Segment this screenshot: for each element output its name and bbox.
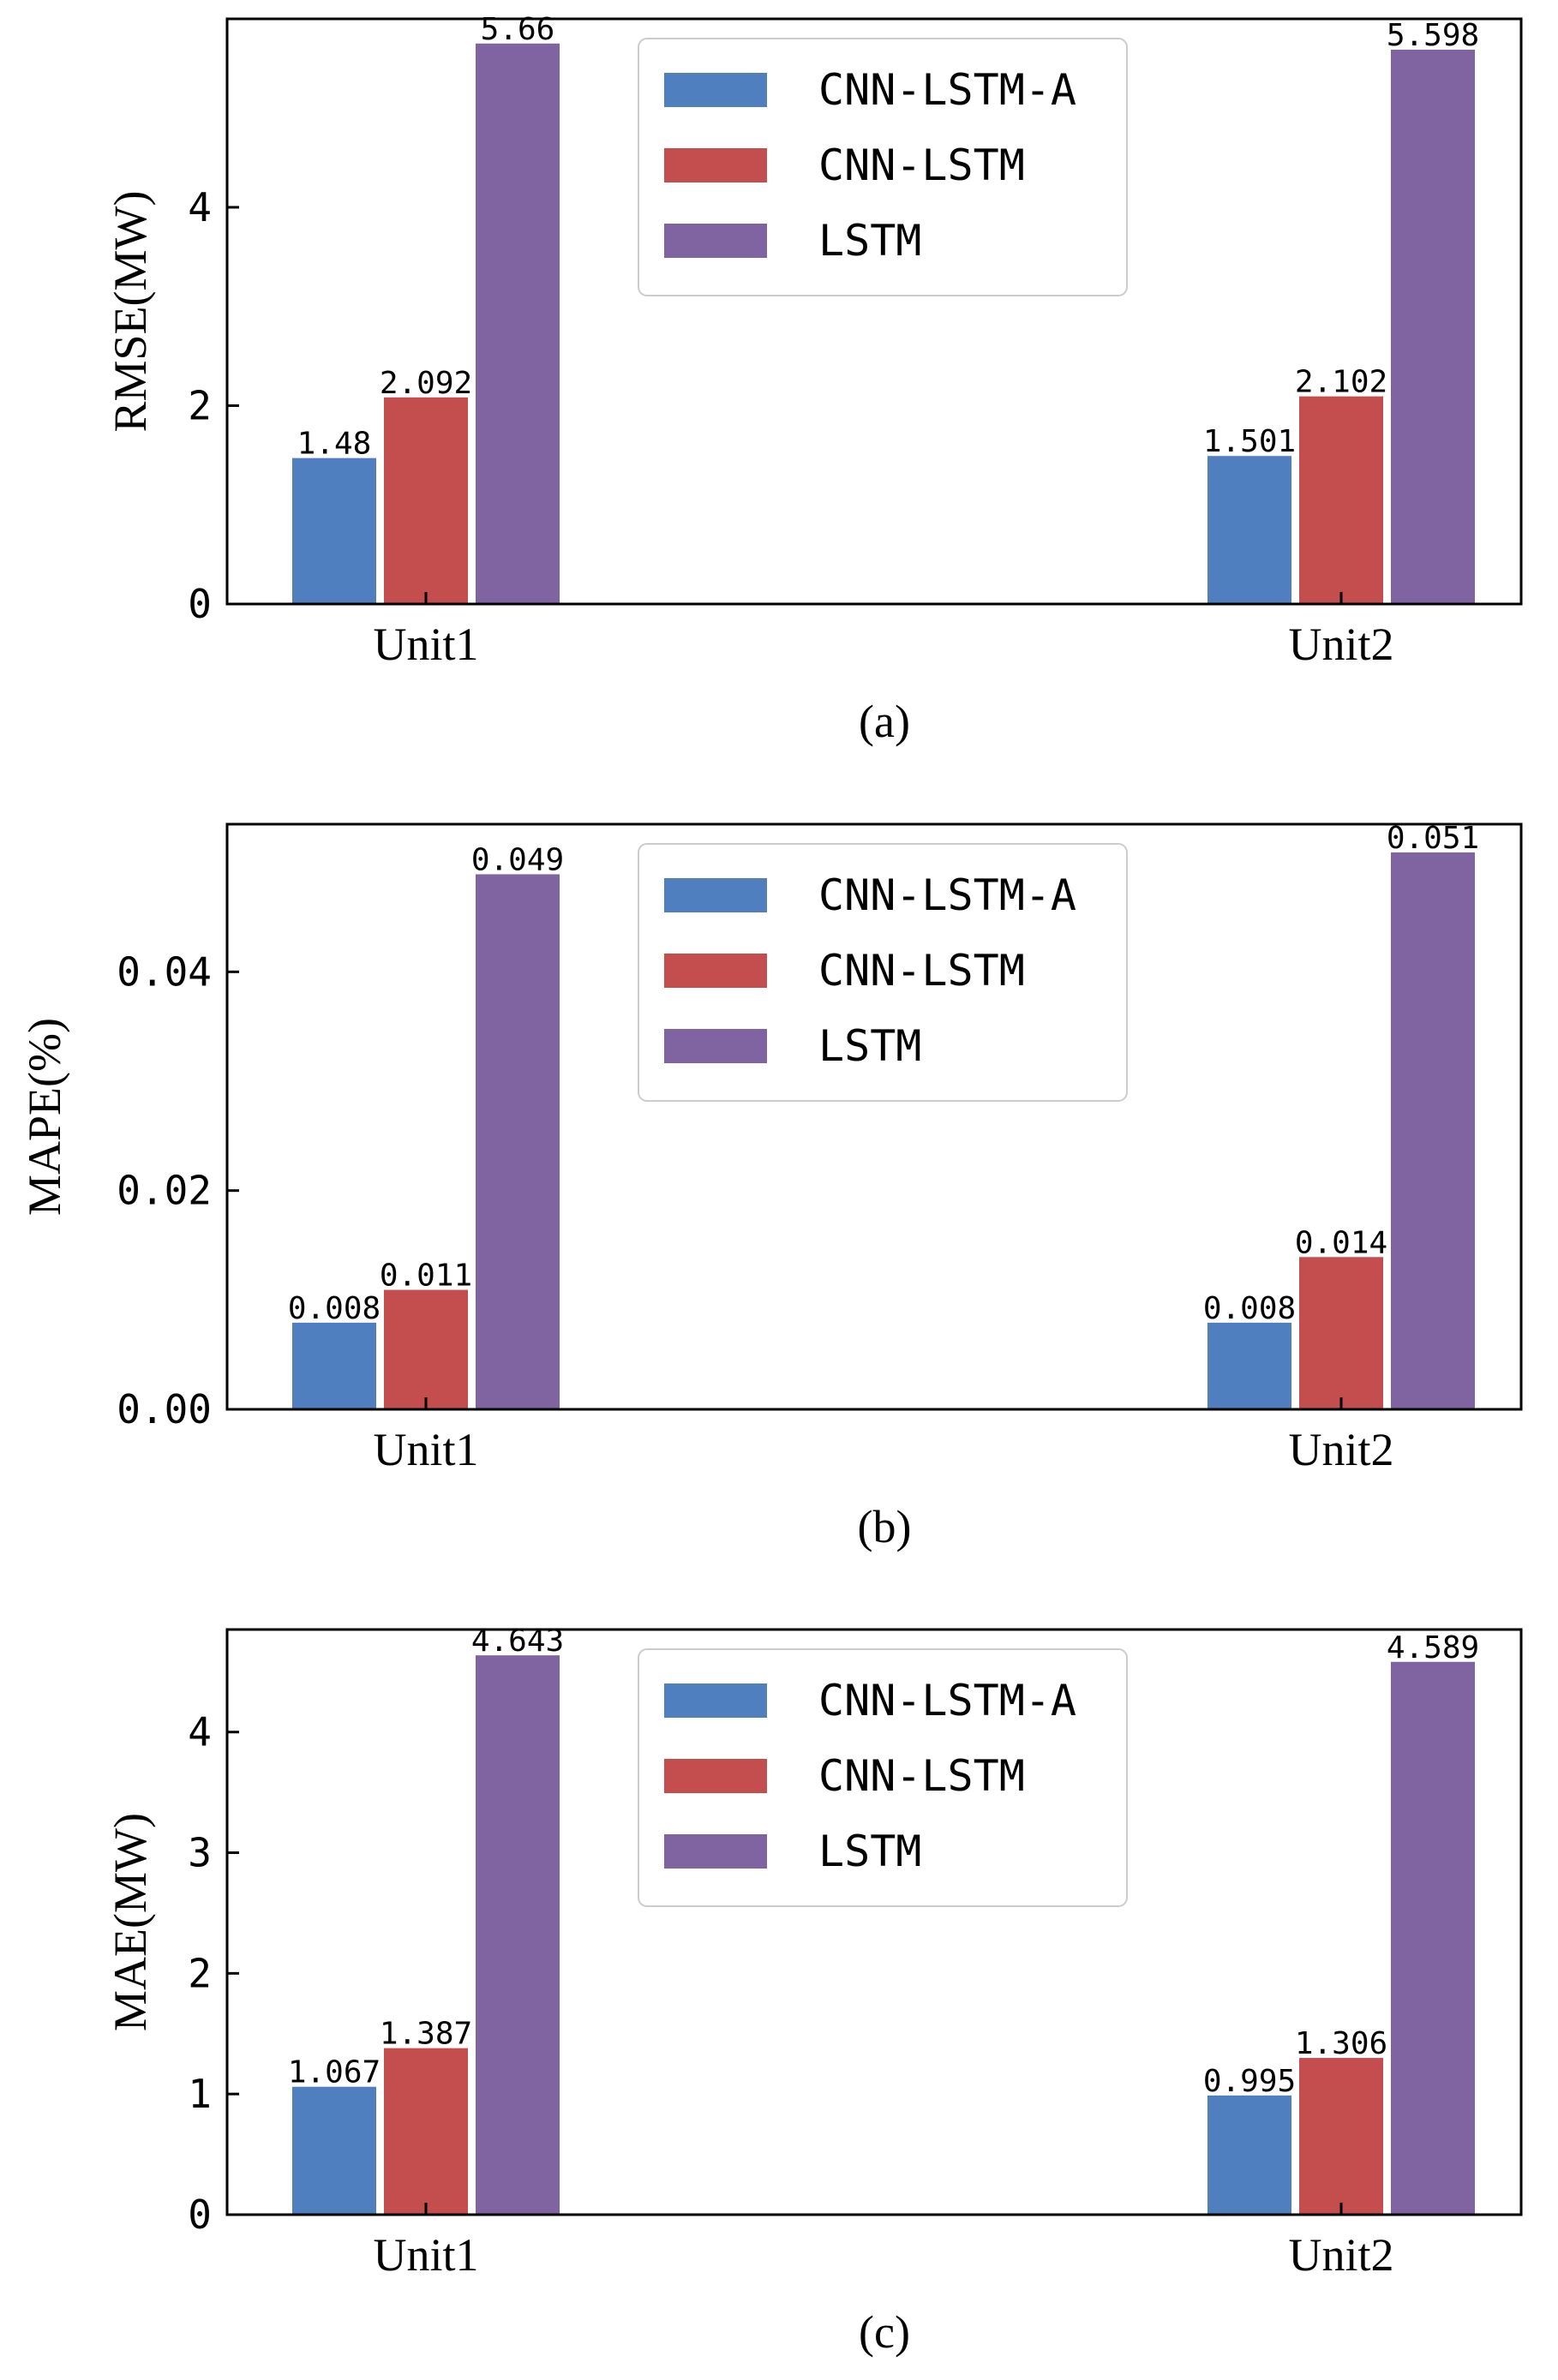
legend-entry-cnn-lstm-a: CNN-LSTM-A — [818, 1676, 1076, 1725]
data-label: 0.008 — [1203, 1291, 1296, 1326]
bar-cnn-lstm-a-unit2 — [1206, 1320, 1293, 1410]
x-tick-label: Unit1 — [373, 619, 478, 670]
data-label: 5.598 — [1387, 18, 1479, 53]
data-label: 0.014 — [1295, 1225, 1387, 1260]
legend-entry-cnn-lstm-a: CNN-LSTM-A — [818, 65, 1076, 115]
x-tick-label: Unit1 — [373, 2229, 478, 2281]
legend-swatch-cnn-lstm — [664, 1759, 767, 1793]
y-tick-label: 4 — [188, 1709, 212, 1755]
data-label: 0.011 — [380, 1259, 472, 1294]
bar-cnn-lstm-a-unit2 — [1206, 2093, 1293, 2216]
bar-cnn-lstm-unit1 — [382, 2046, 470, 2216]
x-tick-label: Unit1 — [373, 1424, 478, 1475]
legend-entry-cnn-lstm-a: CNN-LSTM-A — [818, 870, 1076, 920]
data-label: 1.501 — [1203, 424, 1296, 459]
x-tick-label: Unit2 — [1288, 2229, 1393, 2281]
legend-swatch-cnn-lstm — [664, 148, 767, 182]
bar-cnn-lstm-unit2 — [1297, 2056, 1385, 2216]
y-tick-label: 2 — [188, 382, 212, 428]
y-tick-label: 3 — [188, 1830, 212, 1876]
legend-swatch-cnn-lstm-a — [664, 73, 767, 107]
legend-entry-cnn-lstm: CNN-LSTM — [818, 946, 1025, 996]
y-tick-label: 1 — [188, 2071, 212, 2117]
y-axis-label: RMSE(MW) — [105, 191, 156, 433]
bar-cnn-lstm-unit1 — [382, 1288, 470, 1410]
chart-panel-2: 0.008 0.0080.0110.0140.0490.0510.000.020.… — [19, 821, 1523, 1552]
data-label: 5.66 — [481, 12, 555, 47]
bar-cnn-lstm-unit2 — [1297, 1255, 1385, 1410]
bar-cnn-lstm-a-unit1 — [291, 2084, 378, 2216]
panel-caption: (b) — [858, 1501, 912, 1552]
data-label: 0.049 — [471, 842, 564, 877]
data-label: 1.387 — [380, 2017, 472, 2052]
bar-cnn-lstm-a-unit1 — [291, 1320, 378, 1410]
legend-swatch-lstm — [664, 1834, 767, 1869]
data-label: 1.067 — [288, 2055, 381, 2090]
axes-frame — [225, 822, 1523, 1411]
bar-lstm-unit1 — [474, 872, 561, 1410]
bar-lstm-unit2 — [1389, 850, 1477, 1410]
axes-frame — [225, 1628, 1523, 2216]
y-tick-label: 0.02 — [117, 1168, 212, 1214]
bar-cnn-lstm-unit1 — [382, 395, 470, 605]
axes-frame — [225, 17, 1523, 606]
y-tick-label: 0 — [188, 2192, 212, 2238]
legend: CNN-LSTM-A CNN-LSTM LSTM — [638, 1648, 1128, 1907]
chart-panel-1: 1.48 1.501 2.092 2.102 5.66 5.598 0 2 4 Unit1 Unit… — [105, 12, 1523, 747]
data-label: 0.995 — [1203, 2064, 1296, 2099]
y-axis-label: MAE(MW) — [105, 1813, 156, 2031]
y-tick-label: 2 — [188, 1950, 212, 1996]
legend: CNN-LSTM-A CNN-LSTM LSTM — [638, 843, 1128, 1102]
bar-lstm-unit2 — [1389, 1659, 1477, 2216]
bar-lstm-unit1 — [474, 41, 561, 605]
data-label: 0.051 — [1387, 821, 1479, 856]
legend-swatch-lstm — [664, 1029, 767, 1063]
legend-entry-lstm: LSTM — [818, 1021, 921, 1071]
legend-swatch-cnn-lstm-a — [664, 1683, 767, 1718]
y-axis-label: MAPE(%) — [19, 1018, 70, 1216]
y-tick-label: 0 — [188, 581, 212, 627]
panel-caption: (a) — [859, 696, 910, 747]
data-label: 1.48 — [297, 427, 372, 462]
data-label: 4.589 — [1387, 1630, 1479, 1665]
bar-lstm-unit2 — [1389, 47, 1477, 606]
legend-entry-lstm: LSTM — [818, 216, 921, 266]
y-tick-label: 4 — [188, 184, 212, 230]
legend-swatch-lstm — [664, 224, 767, 258]
x-tick-label: Unit2 — [1288, 1424, 1393, 1475]
data-label: 2.092 — [380, 366, 472, 401]
data-label: 1.306 — [1295, 2026, 1387, 2061]
legend-swatch-cnn-lstm-a — [664, 878, 767, 912]
bar-cnn-lstm-a-unit1 — [291, 456, 378, 606]
legend: CNN-LSTM-A CNN-LSTM LSTM — [638, 38, 1128, 296]
legend-entry-lstm: LSTM — [818, 1827, 921, 1876]
legend-entry-cnn-lstm: CNN-LSTM — [818, 141, 1025, 190]
x-tick-label: Unit2 — [1288, 619, 1393, 670]
panel-caption: (c) — [859, 2306, 910, 2358]
legend-swatch-cnn-lstm — [664, 954, 767, 988]
data-label: 2.102 — [1295, 365, 1387, 400]
y-tick-label: 0.00 — [117, 1386, 212, 1432]
bar-lstm-unit1 — [474, 1653, 561, 2216]
bar-cnn-lstm-unit2 — [1297, 394, 1385, 605]
bar-cnn-lstm-a-unit2 — [1206, 454, 1293, 605]
y-tick-label: 0.04 — [117, 948, 212, 995]
legend-entry-cnn-lstm: CNN-LSTM — [818, 1751, 1025, 1801]
data-label: 0.008 — [288, 1291, 381, 1326]
